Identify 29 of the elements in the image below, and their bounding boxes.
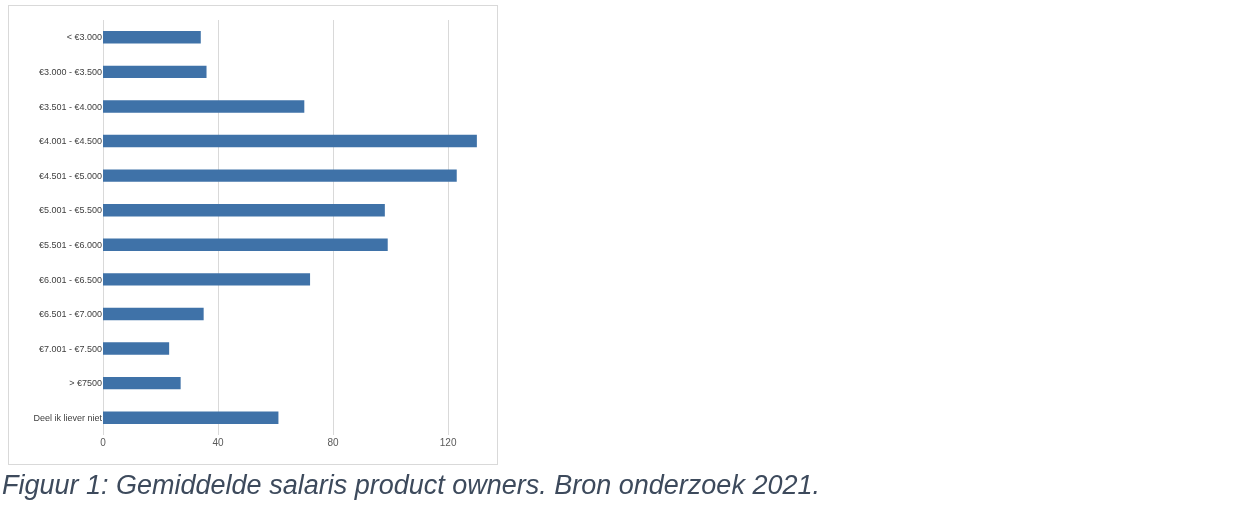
x-tick-label: 80 [327,437,340,448]
y-tick-label: €6.501 - €7.000 [38,309,102,320]
bar [103,31,201,44]
x-tick-label: 40 [212,437,225,448]
x-tick-label: 0 [100,437,107,448]
y-tick-label: €4.001 - €4.500 [38,136,102,147]
bar [103,65,207,79]
bar [103,134,477,148]
y-tick-label: €5.501 - €6.000 [38,239,102,250]
bar [103,411,279,424]
bar [103,100,305,113]
y-tick-label: €3.000 - €3.500 [38,67,102,78]
y-tick-label: €7.001 - €7.500 [38,343,102,354]
y-tick-label: Deel ik liever niet [33,412,103,423]
bar [103,238,388,252]
y-tick-label: €5.001 - €5.500 [38,205,102,216]
y-tick-label: €4.501 - €5.000 [38,170,102,181]
text: Figuur 1: Gemiddelde salaris product owners. Bron onderzoek 2021. [2,470,820,501]
y-tick-label: €6.001 - €6.500 [38,274,102,285]
bar [103,376,181,390]
y-tick-label: €3.501 - €4.000 [38,101,102,112]
bar [103,342,170,355]
y-tick-label: < €3.000 [66,32,102,43]
y-tick-label: > €7500 [69,378,102,389]
bar [103,307,204,321]
bar [103,273,311,286]
bar [103,169,457,182]
bar [103,203,385,217]
x-tick-label: 120 [439,437,457,448]
